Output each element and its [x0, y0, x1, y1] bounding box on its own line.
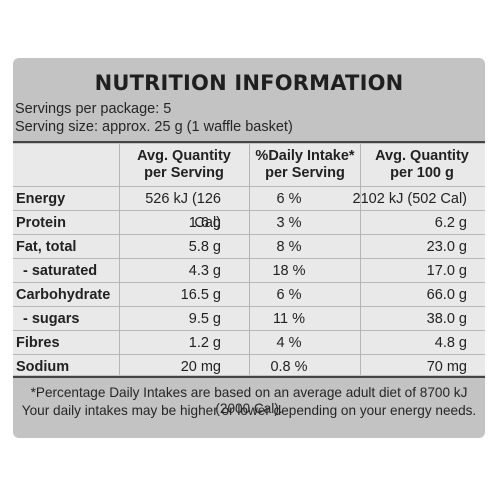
- header-line: %Daily Intake*: [255, 148, 355, 164]
- per-serving-value: 1.6 g: [188, 215, 221, 231]
- row-label: Fibres: [16, 335, 60, 351]
- daily-intake-value: 0.8 %: [270, 359, 308, 375]
- header-avg-per-serving: Avg. Quantity per Serving: [121, 148, 247, 186]
- servings-per-package: Servings per package: 5: [15, 101, 172, 117]
- per-serving-value: 20 mg: [180, 359, 221, 375]
- column-divider: [249, 144, 250, 375]
- row-label: Energy: [16, 191, 66, 207]
- daily-intake-value: 4 %: [276, 335, 302, 351]
- per-serving-value: 16.5 g: [180, 287, 221, 303]
- row-label: - saturated: [23, 263, 98, 279]
- table-row: Sodium 20 mg 0.8 % 70 mg: [13, 354, 485, 379]
- per-100g-value: 38.0 g: [426, 311, 467, 327]
- nutrition-table: Avg. Quantity per Serving %Daily Intake*…: [13, 144, 485, 375]
- per-100g-value: 6.2 g: [434, 215, 467, 231]
- per-serving-value: 526 kJ (126 Cal): [145, 191, 221, 231]
- daily-intake-value: 6 %: [276, 287, 302, 303]
- table-row: Protein 1.6 g 3 % 6.2 g: [13, 210, 485, 235]
- row-label: Sodium: [16, 359, 70, 375]
- per-serving-value: 9.5 g: [188, 311, 221, 327]
- per-100g-value: 17.0 g: [426, 263, 467, 279]
- table-row: Fat, total 5.8 g 8 % 23.0 g: [13, 234, 485, 259]
- per-serving-value: 1.2 g: [188, 335, 221, 351]
- row-label: Carbohydrate: [16, 287, 111, 303]
- per-serving-value: 4.3 g: [188, 263, 221, 279]
- per-100g-value: 23.0 g: [426, 239, 467, 255]
- header-daily-intake: %Daily Intake* per Serving: [249, 148, 361, 186]
- daily-intake-value: 11 %: [273, 311, 305, 327]
- daily-intake-value: 8 %: [276, 239, 302, 255]
- table-row: - sugars 9.5 g 11 % 38.0 g: [13, 306, 485, 331]
- table-row: Energy 526 kJ (126 Cal) 6 % 2102 kJ (502…: [13, 186, 485, 231]
- header-line: Avg. Quantity: [137, 148, 231, 164]
- per-100g-value: 66.0 g: [426, 287, 467, 303]
- daily-intake-value: 18 %: [272, 263, 306, 279]
- header-line: per Serving: [144, 165, 224, 181]
- column-divider: [119, 144, 120, 375]
- table-row: - saturated 4.3 g 18 % 17.0 g: [13, 258, 485, 283]
- header-line: per 100 g: [390, 165, 454, 181]
- daily-intake-value: 6 %: [276, 191, 302, 207]
- nutrition-panel: NUTRITION INFORMATION Servings per packa…: [13, 58, 485, 438]
- column-divider: [360, 144, 361, 375]
- serving-size: Serving size: approx. 25 g (1 waffle bas…: [15, 119, 293, 135]
- row-label: Protein: [16, 215, 66, 231]
- per-100g-value: 4.8 g: [434, 335, 467, 351]
- footnote-line: *Percentage Daily Intakes are based on a…: [30, 385, 468, 416]
- table-row: Fibres 1.2 g 4 % 4.8 g: [13, 330, 485, 355]
- per-100g-value: 2102 kJ (502 Cal): [352, 191, 467, 207]
- bottom-divider: [13, 376, 485, 378]
- row-label: - sugars: [23, 311, 80, 327]
- table-row: Carbohydrate 16.5 g 6 % 66.0 g: [13, 282, 485, 307]
- per-100g-value: 70 mg: [426, 359, 467, 375]
- per-serving-value: 5.8 g: [188, 239, 221, 255]
- header-avg-per-100g: Avg. Quantity per 100 g: [361, 148, 483, 186]
- panel-title: NUTRITION INFORMATION: [94, 71, 404, 95]
- header-line: Avg. Quantity: [375, 148, 469, 164]
- top-divider: [13, 141, 485, 143]
- row-label: Fat, total: [16, 239, 77, 255]
- header-line: per Serving: [265, 165, 345, 181]
- footnote-line: Your daily intakes may be higher or lowe…: [21, 403, 477, 418]
- daily-intake-value: 3 %: [276, 215, 302, 231]
